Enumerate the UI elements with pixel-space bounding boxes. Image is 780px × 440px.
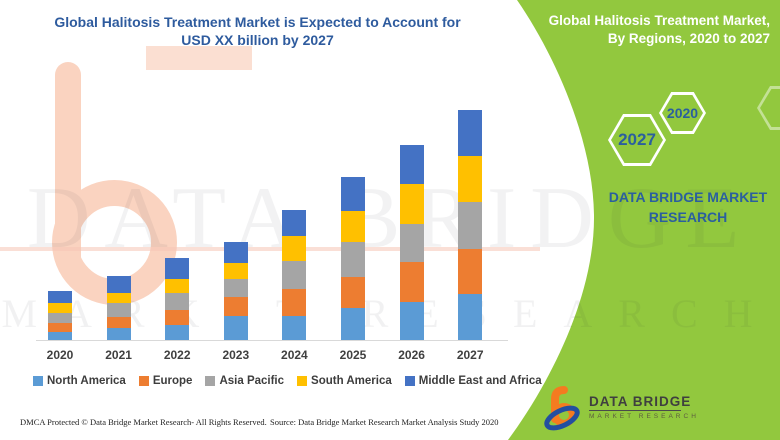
bar-segment (106, 293, 131, 303)
bar-segment (458, 202, 483, 249)
bar-segment (223, 297, 248, 316)
x-label-2021: 2021 (105, 348, 132, 362)
bar-segment (282, 261, 307, 289)
legend-swatch (297, 376, 308, 386)
bar-segment (165, 279, 190, 293)
bar-segment (341, 277, 365, 308)
bar-2027 (458, 110, 483, 340)
bar-2023 (223, 242, 248, 340)
bar-segment (106, 317, 131, 328)
bar-segment (106, 276, 131, 293)
chart-title-line1: Global Halitosis Treatment Market is Exp… (54, 14, 461, 30)
bar-segment (399, 184, 424, 224)
bar-segment (165, 325, 190, 340)
bar-segment (223, 242, 248, 263)
bar-segment (48, 332, 72, 340)
plot-area (36, 80, 508, 341)
bar-segment (165, 258, 190, 279)
legend-item: Europe (138, 375, 193, 387)
x-label-2024: 2024 (281, 348, 308, 362)
x-label-2020: 2020 (46, 348, 74, 362)
bar-segment (399, 302, 424, 340)
logo-b-icon (544, 386, 580, 431)
chart-title-line2: USD XX billion by 2027 (181, 32, 334, 49)
bar-segment (48, 323, 72, 332)
green-panel-shape (508, 0, 780, 440)
side-panel-title-line1: Global Halitosis Treatment Market, (548, 13, 770, 28)
legend-swatch (404, 376, 415, 386)
bar-segment (399, 145, 424, 184)
brand-text: DATA BRIDGE MARKET RESEARCH (608, 189, 768, 226)
bar-segment (48, 291, 72, 303)
footer-dmca: DMCA Protected © Data Bridge Market Rese… (20, 417, 267, 427)
side-panel-title-line2: By Regions, 2020 to 2027 (607, 31, 770, 47)
bar-segment (48, 303, 72, 313)
bar-segment (341, 308, 365, 340)
hexagon-2027-year: 2027 (618, 130, 656, 149)
logo-text: DATA BRIDGE MARKET RESEARCH (589, 385, 699, 420)
bar-2020 (48, 291, 72, 340)
bar-segment (48, 313, 72, 323)
logo-subtitle: MARKET RESEARCH (589, 413, 699, 420)
bar-segment (282, 289, 307, 316)
legend-swatch (138, 376, 149, 386)
bar-segment (341, 177, 365, 211)
bar-segment (458, 110, 483, 156)
legend-swatch (205, 376, 216, 386)
legend-swatch (33, 376, 43, 386)
x-label-2026: 2026 (398, 348, 425, 362)
bar-segment (223, 316, 248, 340)
bar-segment (223, 263, 248, 279)
side-panel-title: Global Halitosis Treatment Market, By Re… (530, 12, 770, 48)
bar-2021 (106, 276, 131, 340)
bar-segment (282, 316, 307, 340)
x-label-2022: 2022 (163, 348, 191, 362)
bar-segment (165, 293, 190, 310)
bar-segment (165, 310, 190, 325)
bar-segment (223, 279, 248, 297)
x-label-2027: 2027 (456, 348, 484, 362)
bar-segment (282, 210, 307, 236)
bar-segment (458, 156, 483, 202)
legend-item: North America (33, 375, 126, 387)
legend-label: Middle East and Africa (418, 375, 542, 387)
bar-segment (106, 303, 131, 317)
legend-label: North America (47, 375, 126, 387)
hexagon-2020-year: 2020 (666, 105, 699, 121)
x-label-2023: 2023 (222, 348, 250, 362)
legend-item: Middle East and Africa (404, 375, 542, 387)
bar-2022 (165, 258, 190, 340)
logo-name: DATA BRIDGE (589, 394, 692, 409)
legend-label: Europe (152, 375, 193, 387)
bar-segment (458, 294, 483, 340)
legend-item: South America (297, 375, 392, 387)
bar-2024 (282, 210, 307, 340)
hexagon-2027-fill: 2027 (611, 117, 663, 163)
legend-label: Asia Pacific (219, 375, 285, 387)
legend: North America Europe Asia Pacific South Ame… (33, 375, 542, 387)
hexagon-2020-fill: 2020 (662, 95, 703, 131)
bar-2026 (399, 145, 424, 340)
logo-underline (589, 410, 681, 411)
bar-segment (106, 328, 131, 340)
bar-segment (458, 249, 483, 294)
bar-segment (282, 236, 307, 261)
chart-title: Global Halitosis Treatment Market is Exp… (35, 13, 480, 49)
x-axis-labels: 2020 2021 2022 2023 2024 2025 2026 2027 (36, 348, 508, 364)
bar-segment (341, 242, 365, 277)
legend-label: South America (311, 375, 392, 387)
bar-segment (399, 224, 424, 262)
bar-2025 (341, 177, 365, 340)
legend-item: Asia Pacific (205, 375, 284, 387)
footer-source: Source: Data Bridge Market Research Mark… (270, 417, 499, 427)
bar-segment (399, 262, 424, 302)
databridge-logo: DATA BRIDGE MARKET RESEARCH (543, 385, 699, 431)
bar-segment (341, 211, 365, 242)
x-label-2025: 2025 (339, 348, 367, 362)
